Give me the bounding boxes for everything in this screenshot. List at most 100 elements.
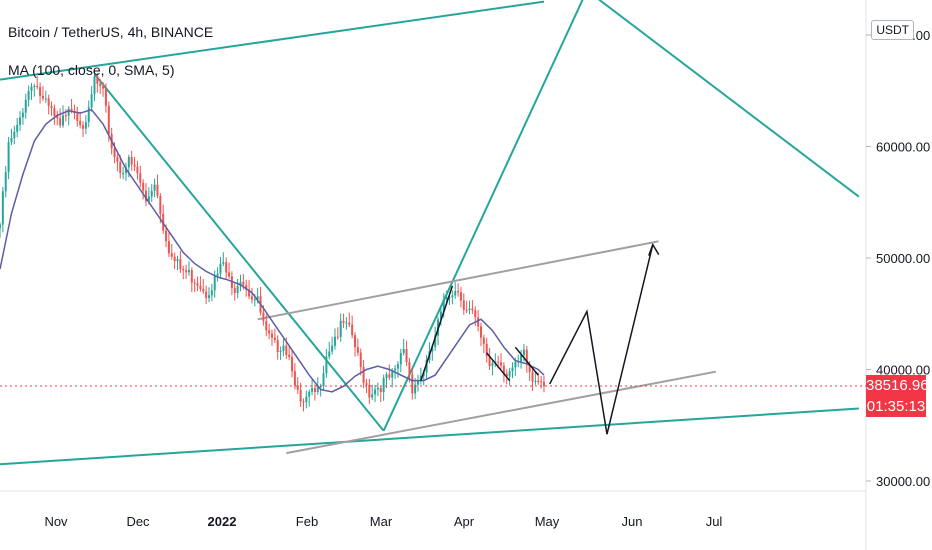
candle-body	[511, 367, 514, 372]
ma-indicator-label[interactable]: MA (100, close, 0, SMA, 5)	[8, 62, 175, 78]
candle-body	[276, 339, 279, 353]
candle-body	[102, 86, 105, 89]
candle-body	[534, 380, 537, 382]
candle-body	[230, 276, 233, 289]
candle-body	[328, 351, 331, 357]
candle-body	[216, 273, 219, 276]
candle-body	[219, 263, 222, 274]
candle-body	[537, 380, 540, 382]
candle-body	[99, 83, 102, 87]
candle-body	[228, 272, 231, 277]
candle-body	[296, 385, 299, 390]
candle-body	[84, 122, 87, 129]
candle-body	[448, 297, 451, 299]
currency-button[interactable]: USDT	[871, 20, 914, 40]
candle-body	[514, 361, 517, 368]
candle-body	[411, 374, 414, 394]
candle-body	[345, 322, 348, 324]
candle-body	[96, 76, 99, 84]
candle-body	[348, 322, 351, 325]
candle-body	[399, 353, 402, 365]
candle-body	[474, 310, 477, 318]
candle-body	[59, 118, 62, 126]
candle-body	[391, 370, 394, 378]
candle-body	[1, 191, 4, 225]
candle-body	[273, 337, 276, 340]
candle-body	[248, 289, 251, 297]
candle-body	[33, 86, 36, 88]
candle-body	[50, 105, 53, 109]
candle-body	[508, 371, 511, 377]
candle-body	[265, 320, 268, 331]
candle-body	[376, 387, 379, 390]
candle-body	[116, 157, 119, 162]
candle-body	[497, 361, 500, 363]
time-tick-label: May	[535, 514, 560, 529]
candle-body	[213, 275, 216, 291]
candle-body	[210, 290, 213, 296]
candle-body	[87, 107, 90, 123]
candle-body	[488, 356, 491, 367]
candle-body	[333, 336, 336, 346]
candles	[0, 70, 545, 412]
candle-body	[331, 345, 334, 352]
candle-body	[368, 384, 371, 398]
candle-body	[207, 295, 210, 298]
candle-body	[293, 371, 296, 386]
candle-body	[93, 76, 96, 95]
candle-body	[39, 87, 42, 96]
candle-body	[176, 259, 179, 262]
candle-body	[79, 120, 82, 126]
time-tick-label: Jun	[622, 514, 643, 529]
candle-body	[187, 270, 190, 273]
candle-body	[0, 224, 1, 228]
candle-body	[288, 354, 291, 358]
time-tick-label: Apr	[454, 514, 475, 529]
candle-body	[185, 270, 188, 273]
candle-body	[459, 292, 462, 301]
candle-body	[299, 389, 302, 402]
time-tick-label: Nov	[44, 514, 68, 529]
candle-body	[528, 364, 531, 372]
candle-body	[7, 142, 10, 173]
candle-body	[302, 401, 305, 403]
candle-body	[477, 317, 480, 327]
candle-body	[505, 373, 508, 377]
time-tick-label: Dec	[126, 514, 150, 529]
candle-body	[316, 386, 319, 393]
candle-body	[13, 131, 16, 139]
candle-body	[56, 116, 59, 119]
time-axis[interactable]: Nov Dec 2022 Feb Mar Apr May Jun Jul	[44, 514, 722, 529]
candle-body	[127, 157, 130, 168]
candle-body	[542, 381, 545, 387]
candle-body	[336, 336, 339, 338]
candle-body	[182, 269, 185, 271]
candle-body	[388, 374, 391, 378]
candle-body	[139, 173, 142, 183]
candle-body	[479, 326, 482, 338]
time-tick-label: Feb	[296, 514, 318, 529]
candle-body	[170, 253, 173, 257]
candle-body	[520, 355, 523, 362]
candle-body	[405, 348, 408, 363]
candle-body	[491, 363, 494, 367]
candle-body	[10, 138, 13, 143]
price-channel	[257, 240, 716, 455]
candle-body	[308, 391, 311, 397]
candle-body	[402, 348, 405, 354]
candle-body	[136, 166, 139, 174]
candle-body	[165, 230, 168, 242]
candle-body	[502, 365, 505, 374]
candle-body	[190, 270, 193, 283]
projection-arrowhead	[648, 242, 660, 256]
candle-body	[394, 368, 397, 371]
candle-body	[385, 374, 388, 379]
candle-body	[319, 386, 322, 388]
candle-body	[442, 299, 445, 312]
candle-body	[107, 105, 110, 134]
annotation-lines	[420, 285, 539, 382]
candle-body	[193, 282, 196, 284]
